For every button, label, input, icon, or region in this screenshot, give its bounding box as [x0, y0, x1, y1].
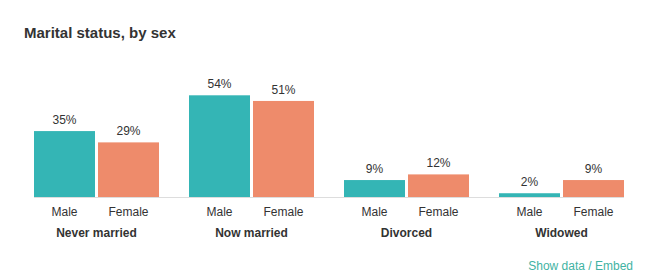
series-label: Male	[51, 205, 77, 219]
bar	[34, 131, 95, 197]
data-label: 12%	[426, 156, 450, 170]
category-label: Widowed	[535, 226, 588, 240]
series-label: Male	[516, 205, 542, 219]
data-label: 2%	[521, 175, 539, 189]
bar	[253, 101, 314, 197]
data-label: 51%	[271, 83, 295, 97]
series-label: Female	[108, 205, 148, 219]
bars	[34, 95, 624, 197]
bar	[408, 174, 469, 197]
data-label: 9%	[585, 162, 603, 176]
labels: 35% Male 29% Female Never married 54% Male 51% F…	[51, 77, 613, 240]
data-label: 9%	[366, 162, 384, 176]
category-label: Now married	[215, 226, 288, 240]
series-label: Male	[206, 205, 232, 219]
category-label: Never married	[56, 226, 137, 240]
data-label: 54%	[207, 77, 231, 91]
series-label: Male	[361, 205, 387, 219]
series-label: Female	[263, 205, 303, 219]
title: Marital status, by sex	[24, 24, 176, 41]
bar	[98, 142, 159, 197]
bar	[563, 180, 624, 197]
series-label: Female	[418, 205, 458, 219]
chart: Marital status, by sex 35% Male 29% Female Ne…	[0, 0, 646, 276]
category-label: Divorced	[381, 226, 432, 240]
data-label: 29%	[116, 124, 140, 138]
annotation: Show data / Embed	[528, 259, 633, 273]
bar	[499, 193, 560, 197]
bar	[189, 95, 250, 197]
data-label: 35%	[52, 113, 76, 127]
axis-line	[34, 197, 624, 198]
series-label: Female	[573, 205, 613, 219]
bar	[344, 180, 405, 197]
